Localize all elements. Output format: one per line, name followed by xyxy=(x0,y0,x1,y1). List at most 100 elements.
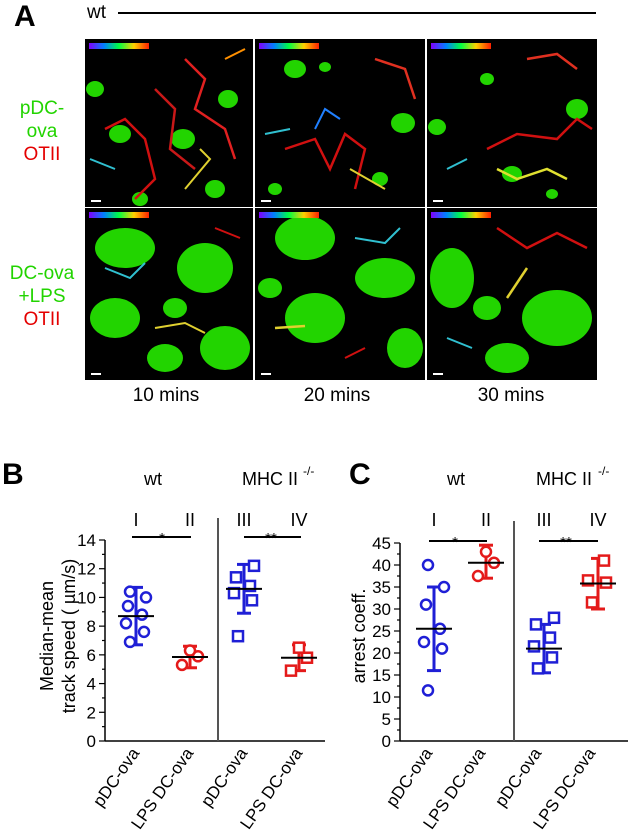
y-axis-label-line2: track speed ( µm/s) xyxy=(59,559,79,713)
data-point xyxy=(435,642,449,655)
y-tick-label: 20 xyxy=(372,644,391,663)
data-point xyxy=(123,635,137,649)
roman-label-2: II xyxy=(481,510,491,530)
y-tick-label: 6 xyxy=(87,646,96,665)
roman-label-4: IV xyxy=(589,510,606,530)
y-tick-label: 45 xyxy=(372,534,391,553)
y-axis-label-line1: Median-mean xyxy=(37,581,57,691)
data-point xyxy=(529,618,543,631)
microscopy-tile-r2c3 xyxy=(426,207,598,381)
y-tick-label: 14 xyxy=(77,531,96,550)
significance-star-right: ** xyxy=(265,530,277,547)
roman-label-2: II xyxy=(185,510,195,530)
roman-label-1: I xyxy=(133,510,138,530)
row1-label-line2: ova xyxy=(26,121,58,142)
data-point xyxy=(531,662,545,675)
data-point xyxy=(137,625,151,639)
roman-label-3: III xyxy=(536,510,551,530)
panel-c-chart: wt MHC II -/- I II III IV arrest coeff. … xyxy=(349,464,628,833)
group-label-mhc: MHC II xyxy=(536,469,592,489)
time-label-10: 10 mins xyxy=(132,385,200,406)
data-point xyxy=(231,629,245,643)
data-point xyxy=(471,569,485,583)
data-point xyxy=(417,635,431,649)
color-scale-bar xyxy=(89,212,149,218)
color-scale-bar xyxy=(259,43,319,49)
panel-a-letter: A xyxy=(14,0,36,33)
row1-label-line1: pDC- xyxy=(19,98,65,119)
data-point xyxy=(121,599,135,613)
data-point xyxy=(543,631,557,644)
data-point xyxy=(245,594,259,607)
data-point xyxy=(139,591,153,604)
significance-star-left: * xyxy=(452,534,458,551)
row2-label-line3: OTII xyxy=(23,309,61,330)
microscopy-tile-r1c2 xyxy=(254,38,426,208)
data-point xyxy=(421,684,435,697)
strain-underline xyxy=(118,12,596,14)
group-label-wt: wt xyxy=(143,469,162,489)
row1-label-line3: OTII xyxy=(23,144,61,165)
color-scale-bar xyxy=(431,43,491,49)
row2-label-line1: DC-ova xyxy=(9,263,75,284)
data-point xyxy=(123,585,137,598)
data-point xyxy=(545,651,559,664)
row2-label-line2: +LPS xyxy=(18,286,66,307)
row2-label: DC-ova +LPS OTII xyxy=(0,262,84,331)
microscopy-tile-r2c2 xyxy=(254,207,426,381)
data-point xyxy=(284,664,298,677)
y-tick-label: 8 xyxy=(87,617,96,636)
significance-star-right: ** xyxy=(560,534,572,551)
y-axis-label: arrest coeff. xyxy=(349,589,369,684)
panel-c-letter: C xyxy=(349,458,371,491)
data-point xyxy=(135,608,149,621)
panel-b-chart: wt MHC II -/- I II III IV Median-mean tr… xyxy=(37,464,325,833)
y-tick-label: 5 xyxy=(382,710,391,729)
y-tick-label: 25 xyxy=(372,622,391,641)
data-point xyxy=(527,640,541,653)
time-label-20: 20 mins xyxy=(303,385,371,406)
data-point xyxy=(183,644,197,657)
group-label-mhc: MHC II xyxy=(242,469,298,489)
group-label-wt: wt xyxy=(446,469,465,489)
panel-a-strain-label: wt xyxy=(87,2,106,23)
y-tick-label: 10 xyxy=(77,588,96,607)
data-point xyxy=(419,598,433,611)
time-label-30: 30 mins xyxy=(477,385,545,406)
x-tick-label-1: pDC-ova xyxy=(89,744,143,810)
color-scale-bar xyxy=(431,212,491,218)
y-tick-label: 10 xyxy=(372,688,391,707)
roman-label-1: I xyxy=(431,510,436,530)
microscopy-tile-r1c1 xyxy=(84,38,254,208)
roman-label-3: III xyxy=(236,510,251,530)
significance-star-left: * xyxy=(159,530,165,547)
panel-b-letter: B xyxy=(2,458,24,491)
data-point xyxy=(175,658,189,672)
y-tick-label: 4 xyxy=(87,675,96,694)
y-tick-label: 15 xyxy=(372,666,391,685)
color-scale-bar xyxy=(259,212,319,218)
data-point xyxy=(547,611,561,625)
data-point xyxy=(597,554,611,567)
data-point xyxy=(292,641,306,654)
y-tick-label: 0 xyxy=(382,732,391,751)
data-point xyxy=(581,574,595,587)
roman-label-4: IV xyxy=(290,510,307,530)
data-point xyxy=(421,558,435,572)
x-tick-label-3: pDC-ova xyxy=(491,744,545,810)
data-point xyxy=(247,559,261,573)
y-tick-label: 40 xyxy=(372,556,391,575)
x-tick-label-1: pDC-ova xyxy=(382,744,436,810)
color-scale-bar xyxy=(89,43,149,49)
group-label-mhc-superscript: -/- xyxy=(598,464,609,478)
y-tick-label: 12 xyxy=(77,560,96,579)
y-tick-label: 0 xyxy=(87,732,96,751)
group-label-mhc-superscript: -/- xyxy=(303,464,314,478)
microscopy-tile-r2c1 xyxy=(84,207,254,381)
data-point xyxy=(585,596,599,609)
row1-label: pDC- ova OTII xyxy=(0,97,84,166)
data-point xyxy=(437,580,451,594)
microscopy-tile-r1c3 xyxy=(426,38,598,208)
data-point xyxy=(229,571,243,584)
y-tick-label: 2 xyxy=(87,703,96,722)
